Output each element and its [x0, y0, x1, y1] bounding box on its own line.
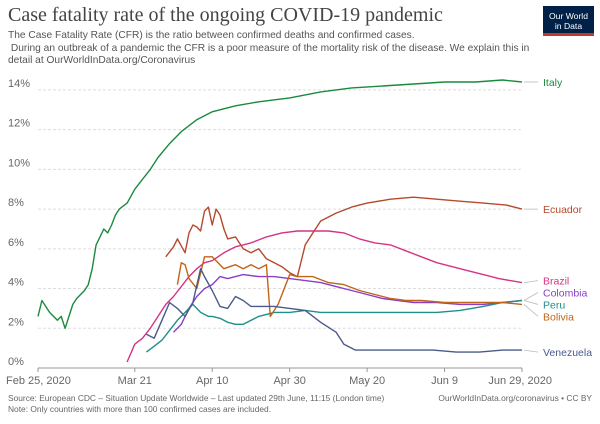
y-tick-label: 14% [8, 78, 30, 90]
subtitle-line: During an outbreak of a pandemic the CFR… [8, 42, 530, 54]
series-line-venezuela [146, 268, 522, 353]
series-label-connector [523, 300, 539, 305]
x-axis: Feb 25, 2020 Mar 21 Apr 10 Apr 30 May 20 Jun … [6, 368, 552, 387]
y-axis: 0% 2% 4% 6% 8% 10% 12% 14% [8, 78, 30, 368]
y-tick-label: 6% [8, 237, 24, 249]
series-label-bolivia: Bolivia [543, 311, 574, 323]
series-line-italy [37, 79, 523, 329]
series-label-connector [523, 292, 539, 301]
source-link[interactable]: OurWorldInData.org/coronavirus • CC BY [438, 393, 592, 403]
logo-line: in Data [554, 21, 583, 31]
series-line-ecuador [165, 196, 523, 278]
y-tick-label: 10% [8, 157, 30, 169]
x-tick-label: Apr 10 [196, 375, 228, 387]
x-tick-label: Jun 9 [431, 375, 458, 387]
y-tick-label: 4% [8, 277, 24, 289]
series-label-connector [523, 349, 539, 353]
x-tick-label: Feb 25, 2020 [6, 375, 71, 387]
series-label-colombia: Colombia [543, 288, 588, 300]
series-label-peru: Peru [543, 299, 565, 311]
x-tick-label: Jun 29, 2020 [488, 375, 552, 387]
y-tick-label: 2% [8, 316, 24, 328]
series-label-italy: Italy [543, 77, 563, 89]
x-tick-label: Mar 21 [118, 375, 152, 387]
series-label-connector [523, 304, 539, 317]
series-line-peru [145, 299, 523, 353]
owid-logo[interactable]: Our World in Data [543, 6, 594, 36]
series-line-brazil [126, 230, 523, 363]
series-lines [37, 79, 523, 363]
logo-line: Our World [549, 11, 588, 21]
note-text: Note: Only countries with more than 100 … [8, 403, 272, 414]
subtitle-line: The Case Fatality Rate (CFR) is the rati… [8, 30, 415, 41]
series-line-colombia [173, 273, 523, 333]
series-label-ecuador: Ecuador [543, 204, 583, 216]
line-chart: 0% 2% 4% 6% 8% 10% 12% 14% Feb 25, 2020 Mar 21 Ap… [6, 77, 592, 387]
series-label-venezuela: Venezuela [543, 347, 592, 359]
grid-lines [38, 89, 522, 369]
subtitle-line: detail at OurWorldInData.org/Coronavirus [8, 55, 196, 66]
chart-subtitle: The Case Fatality Rate (CFR) is the rati… [8, 30, 548, 68]
y-tick-label: 0% [8, 356, 24, 368]
footer: Source: European CDC – Situation Update … [8, 393, 592, 414]
x-tick-label: Apr 30 [273, 375, 305, 387]
chart-title: Case fatality rate of the ongoing COVID-… [8, 4, 443, 26]
y-tick-label: 8% [8, 197, 24, 209]
source-text: Source: European CDC – Situation Update … [8, 393, 385, 403]
series-line-bolivia [176, 256, 523, 318]
series-label-connector [523, 280, 539, 283]
y-tick-label: 12% [8, 118, 30, 130]
series-label-brazil: Brazil [543, 276, 569, 288]
x-tick-label: May 20 [349, 375, 385, 387]
